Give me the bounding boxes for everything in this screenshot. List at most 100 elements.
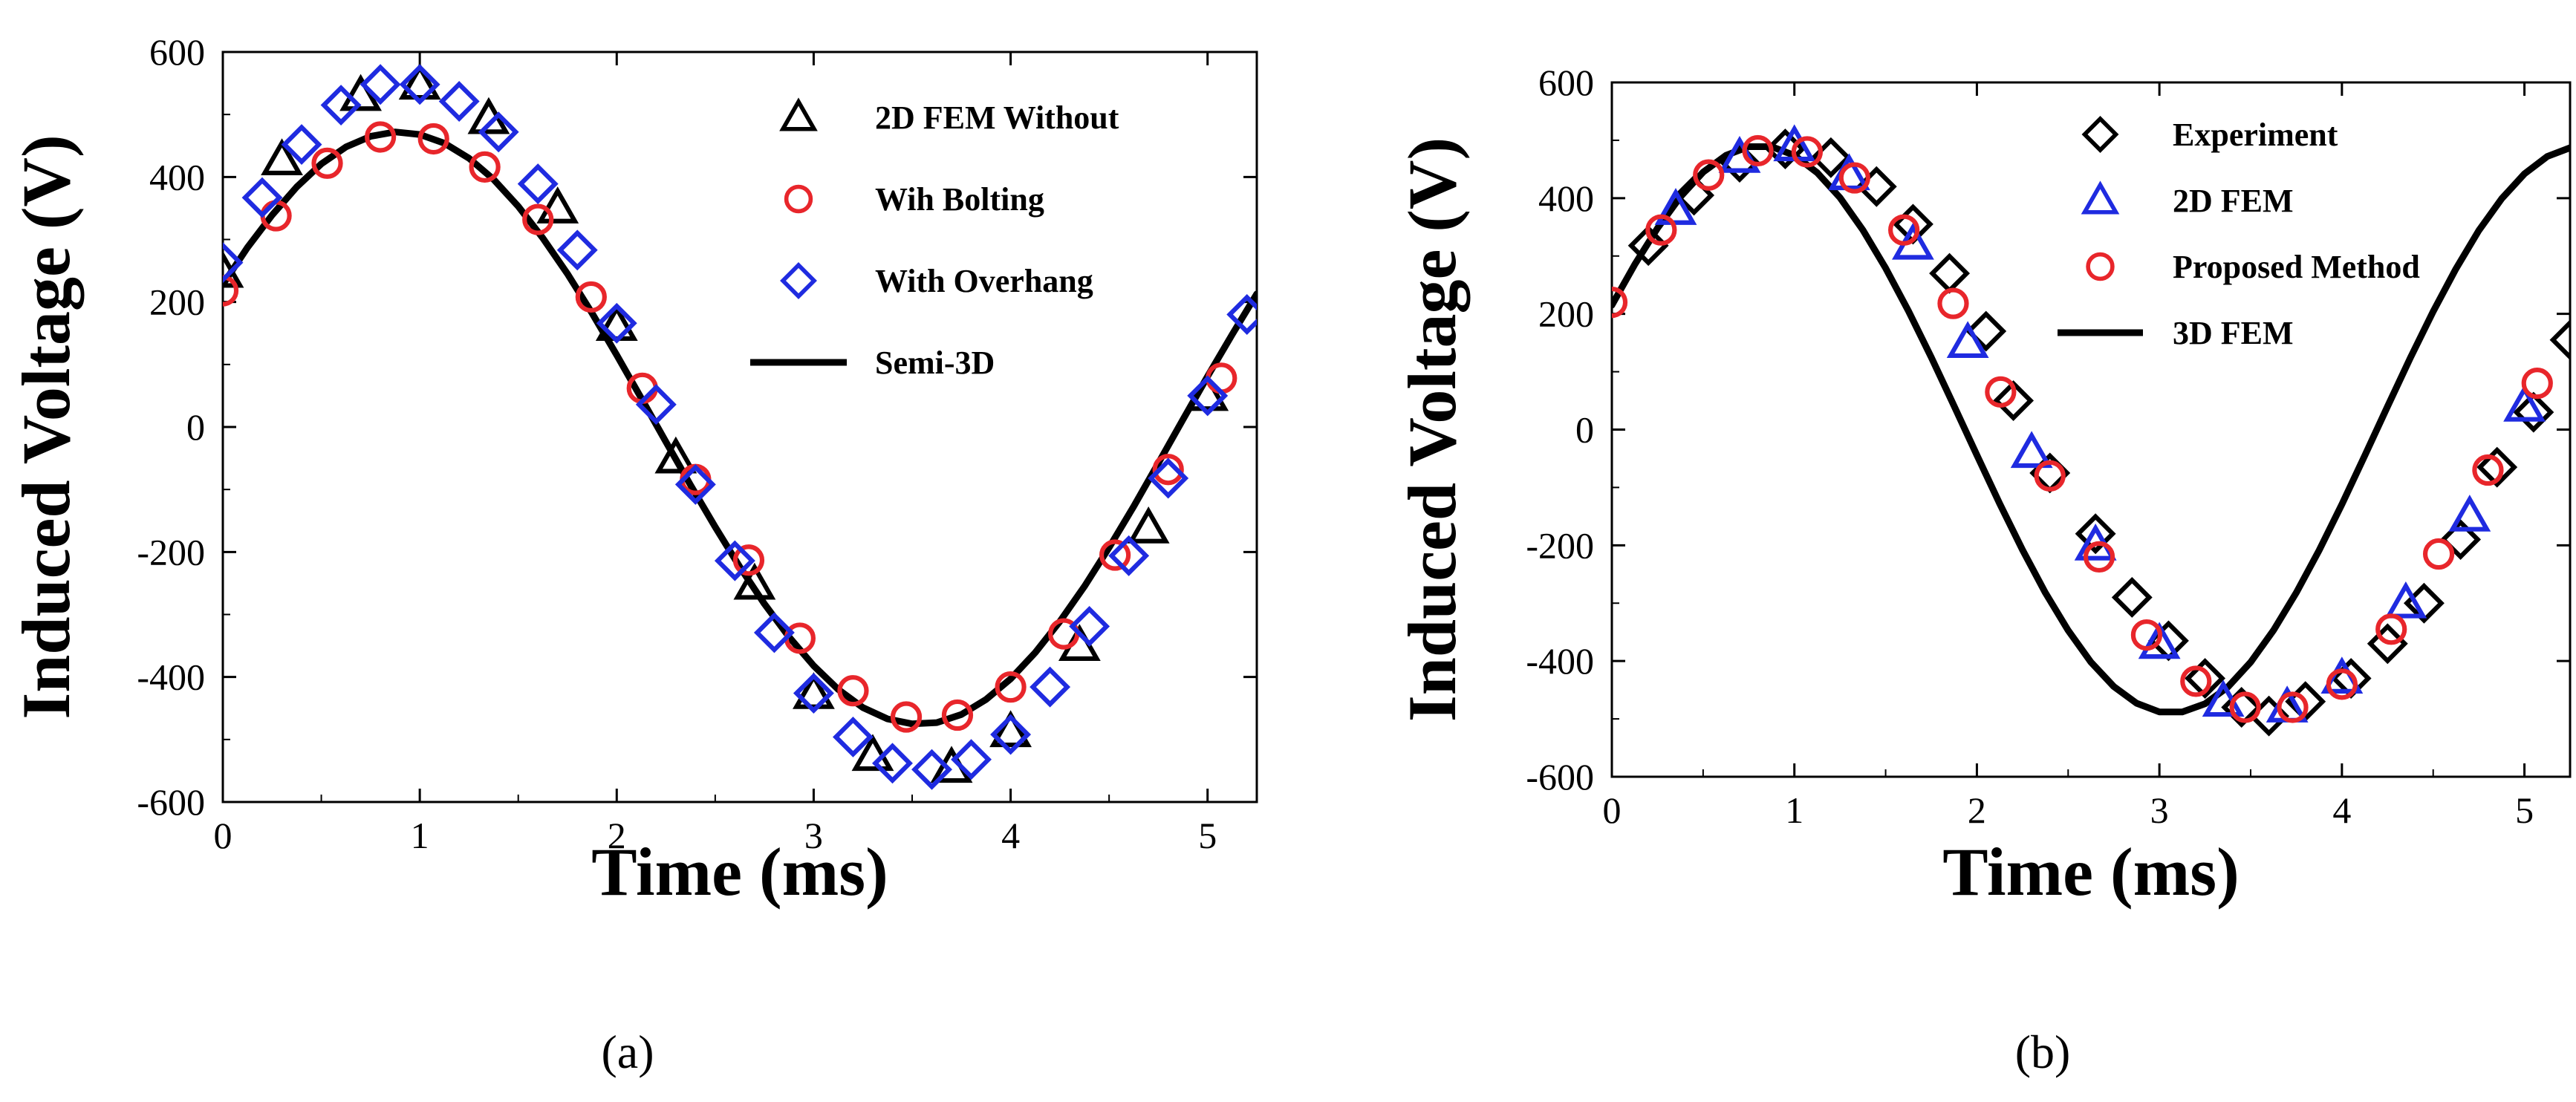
data-point — [1791, 136, 1824, 168]
data-point — [714, 540, 755, 581]
data-point — [1946, 321, 1989, 359]
legend-label: Semi-3D — [875, 345, 995, 381]
data-point — [517, 163, 559, 205]
y-tick-label: 200 — [149, 281, 205, 323]
data-point — [1627, 225, 1669, 267]
x-tick-label: 2 — [1968, 789, 1986, 831]
data-point — [1993, 380, 2035, 421]
y-tick-label: -400 — [1526, 640, 1594, 682]
legend: 2D FEM Without Wih Bolting With Overhang Se… — [750, 97, 1119, 381]
legend-label: Wih Bolting — [875, 181, 1044, 218]
data-point — [2472, 454, 2504, 486]
data-point — [2448, 495, 2491, 532]
data-point — [2521, 368, 2553, 400]
data-point — [890, 701, 923, 733]
panel-caption: (a) — [601, 1026, 654, 1078]
series-2d-fem-without — [223, 62, 1229, 783]
data-point — [1187, 375, 1229, 417]
legend-label: 3D FEM — [2173, 315, 2294, 351]
data-point — [635, 384, 677, 426]
data-point — [1108, 535, 1150, 576]
x-tick-label: 0 — [214, 815, 232, 856]
data-point — [1965, 310, 2007, 352]
data-point — [851, 734, 894, 772]
x-tick-label: 0 — [1603, 789, 1622, 831]
y-tick-label: 0 — [186, 406, 205, 448]
data-point — [399, 64, 440, 105]
data-point — [1127, 506, 1170, 544]
data-point — [2326, 668, 2358, 700]
data-point — [1855, 166, 1897, 207]
data-point — [793, 673, 834, 714]
data-point — [478, 111, 519, 153]
y-tick-label: 200 — [1538, 293, 1594, 335]
data-point — [2111, 577, 2153, 618]
data-point — [241, 177, 283, 218]
x-tick-label: 5 — [1198, 815, 1217, 856]
plot-frame — [221, 50, 1258, 803]
data-point — [2130, 619, 2163, 651]
data-point — [990, 714, 1032, 755]
data-point — [1226, 294, 1257, 335]
data-point — [2503, 385, 2546, 422]
data-point — [1099, 539, 1131, 571]
data-point — [2277, 691, 2309, 723]
legend-marker-swatch — [779, 97, 818, 131]
legend-label: 2D FEM Without — [875, 100, 1119, 136]
data-point — [1828, 153, 1870, 191]
series-2d-fem — [1654, 124, 2546, 723]
y-tick-label: 0 — [1575, 409, 1594, 451]
x-axis-title: Time (ms) — [591, 834, 888, 910]
data-point — [2476, 446, 2518, 488]
data-point — [1838, 162, 1870, 194]
x-tick-label: 4 — [2332, 789, 2351, 831]
x-tick-label: 1 — [1785, 789, 1803, 831]
legend-marker-swatch — [2081, 116, 2119, 153]
data-point — [2075, 513, 2116, 555]
data-point — [951, 739, 992, 780]
series-proposed-method — [1612, 134, 2553, 723]
x-tick-label: 2 — [608, 815, 626, 856]
data-point — [1148, 457, 1189, 499]
data-point — [1929, 252, 1971, 294]
legend-marker-swatch — [784, 184, 813, 214]
data-point — [837, 675, 869, 707]
data-point — [469, 151, 501, 183]
x-tick-label: 3 — [804, 815, 823, 856]
data-point — [2422, 538, 2455, 570]
y-tick-label: -200 — [1526, 524, 1594, 566]
panel-caption: (b) — [2015, 1026, 2071, 1078]
data-point — [1152, 454, 1184, 486]
data-point — [364, 121, 397, 153]
data-point — [1693, 159, 1725, 191]
x-tick-label: 4 — [1001, 815, 1020, 856]
legend-marker-swatch — [2086, 252, 2115, 281]
x-tick-label: 1 — [411, 815, 429, 856]
data-point — [1742, 134, 1774, 167]
data-point — [223, 275, 239, 307]
data-point — [833, 717, 874, 757]
series-line-3d-fem — [1612, 143, 2570, 716]
data-point — [872, 743, 913, 784]
data-point — [793, 672, 835, 709]
data-point — [1654, 188, 1697, 225]
data-point — [1069, 606, 1110, 647]
data-point — [1645, 214, 1677, 246]
chart-panel-a: 0 1 2 3 4 5 600 400 200 0 -200 -400 -600 Time (ms) Ind… — [8, 31, 1258, 1078]
x-tick-label: 5 — [2515, 789, 2534, 831]
data-point — [911, 749, 952, 790]
plot-frame — [1610, 81, 2572, 778]
data-point — [2010, 431, 2053, 469]
data-point — [674, 463, 716, 505]
data-point — [2229, 691, 2261, 723]
series-with-overhang — [223, 64, 1257, 790]
data-point — [595, 304, 638, 342]
y-tick-label: 400 — [1538, 177, 1594, 219]
legend-marker-swatch — [2081, 180, 2120, 215]
data-point — [2138, 622, 2181, 659]
data-point — [596, 302, 637, 344]
data-point — [417, 123, 449, 155]
data-point — [438, 81, 480, 122]
data-point — [1718, 135, 1761, 173]
data-point — [2440, 519, 2482, 560]
